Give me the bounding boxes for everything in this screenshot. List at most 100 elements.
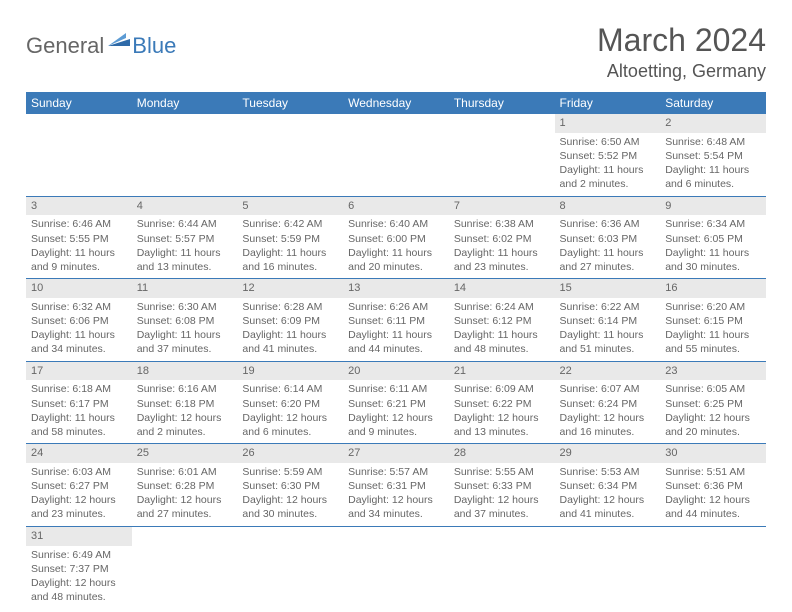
- daylight-text: Daylight: 11 hours and 34 minutes.: [31, 328, 127, 356]
- daylight-text: Daylight: 12 hours and 9 minutes.: [348, 411, 444, 439]
- day-number: [449, 114, 555, 133]
- sunset-text: Sunset: 6:14 PM: [560, 314, 656, 328]
- sunset-text: Sunset: 6:27 PM: [31, 479, 127, 493]
- brand-part2: Blue: [132, 33, 176, 59]
- calendar-day-cell: [132, 526, 238, 608]
- day-number: 27: [343, 444, 449, 463]
- daylight-text: Daylight: 11 hours and 6 minutes.: [665, 163, 761, 191]
- sunset-text: Sunset: 6:11 PM: [348, 314, 444, 328]
- calendar-day-cell: 13Sunrise: 6:26 AMSunset: 6:11 PMDayligh…: [343, 279, 449, 362]
- day-number: 25: [132, 444, 238, 463]
- location-label: Altoetting, Germany: [597, 61, 766, 82]
- day-number: [343, 527, 449, 546]
- sunset-text: Sunset: 6:22 PM: [454, 397, 550, 411]
- day-number: 19: [237, 362, 343, 381]
- daylight-text: Daylight: 12 hours and 27 minutes.: [137, 493, 233, 521]
- day-number: 26: [237, 444, 343, 463]
- day-details: Sunrise: 6:18 AMSunset: 6:17 PMDaylight:…: [26, 380, 132, 443]
- day-details: [343, 133, 449, 191]
- calendar-day-cell: [449, 114, 555, 196]
- day-number: 13: [343, 279, 449, 298]
- day-details: Sunrise: 6:30 AMSunset: 6:08 PMDaylight:…: [132, 298, 238, 361]
- day-details: Sunrise: 6:03 AMSunset: 6:27 PMDaylight:…: [26, 463, 132, 526]
- sunrise-text: Sunrise: 5:57 AM: [348, 465, 444, 479]
- calendar-day-cell: 3Sunrise: 6:46 AMSunset: 5:55 PMDaylight…: [26, 196, 132, 279]
- sunrise-text: Sunrise: 6:22 AM: [560, 300, 656, 314]
- sunset-text: Sunset: 6:03 PM: [560, 232, 656, 246]
- daylight-text: Daylight: 12 hours and 6 minutes.: [242, 411, 338, 439]
- day-details: Sunrise: 6:11 AMSunset: 6:21 PMDaylight:…: [343, 380, 449, 443]
- day-details: Sunrise: 6:26 AMSunset: 6:11 PMDaylight:…: [343, 298, 449, 361]
- day-number: [343, 114, 449, 133]
- day-details: Sunrise: 6:01 AMSunset: 6:28 PMDaylight:…: [132, 463, 238, 526]
- day-number: 20: [343, 362, 449, 381]
- sunset-text: Sunset: 6:25 PM: [665, 397, 761, 411]
- day-details: Sunrise: 6:42 AMSunset: 5:59 PMDaylight:…: [237, 215, 343, 278]
- weekday-header: Friday: [555, 92, 661, 114]
- calendar-day-cell: 2Sunrise: 6:48 AMSunset: 5:54 PMDaylight…: [660, 114, 766, 196]
- day-number: 3: [26, 197, 132, 216]
- day-number: [237, 527, 343, 546]
- sunset-text: Sunset: 5:57 PM: [137, 232, 233, 246]
- day-details: Sunrise: 6:20 AMSunset: 6:15 PMDaylight:…: [660, 298, 766, 361]
- daylight-text: Daylight: 12 hours and 34 minutes.: [348, 493, 444, 521]
- day-details: [237, 133, 343, 191]
- calendar-day-cell: 7Sunrise: 6:38 AMSunset: 6:02 PMDaylight…: [449, 196, 555, 279]
- sunset-text: Sunset: 6:15 PM: [665, 314, 761, 328]
- sunrise-text: Sunrise: 5:59 AM: [242, 465, 338, 479]
- calendar-day-cell: 28Sunrise: 5:55 AMSunset: 6:33 PMDayligh…: [449, 444, 555, 527]
- daylight-text: Daylight: 11 hours and 30 minutes.: [665, 246, 761, 274]
- page-header: General Blue March 2024 Altoetting, Germ…: [26, 22, 766, 82]
- daylight-text: Daylight: 12 hours and 16 minutes.: [560, 411, 656, 439]
- sunrise-text: Sunrise: 6:01 AM: [137, 465, 233, 479]
- daylight-text: Daylight: 11 hours and 16 minutes.: [242, 246, 338, 274]
- day-details: Sunrise: 6:05 AMSunset: 6:25 PMDaylight:…: [660, 380, 766, 443]
- calendar-day-cell: 17Sunrise: 6:18 AMSunset: 6:17 PMDayligh…: [26, 361, 132, 444]
- day-details: [555, 546, 661, 604]
- day-number: 11: [132, 279, 238, 298]
- calendar-day-cell: 29Sunrise: 5:53 AMSunset: 6:34 PMDayligh…: [555, 444, 661, 527]
- calendar-day-cell: 23Sunrise: 6:05 AMSunset: 6:25 PMDayligh…: [660, 361, 766, 444]
- day-number: 5: [237, 197, 343, 216]
- calendar-day-cell: 31Sunrise: 6:49 AMSunset: 7:37 PMDayligh…: [26, 526, 132, 608]
- calendar-day-cell: [449, 526, 555, 608]
- day-number: 24: [26, 444, 132, 463]
- daylight-text: Daylight: 11 hours and 9 minutes.: [31, 246, 127, 274]
- sunrise-text: Sunrise: 6:36 AM: [560, 217, 656, 231]
- sunset-text: Sunset: 6:20 PM: [242, 397, 338, 411]
- day-details: [132, 546, 238, 604]
- day-number: 16: [660, 279, 766, 298]
- day-details: [449, 546, 555, 604]
- sunset-text: Sunset: 5:55 PM: [31, 232, 127, 246]
- day-number: 2: [660, 114, 766, 133]
- daylight-text: Daylight: 12 hours and 23 minutes.: [31, 493, 127, 521]
- day-number: [660, 527, 766, 546]
- calendar-day-cell: 19Sunrise: 6:14 AMSunset: 6:20 PMDayligh…: [237, 361, 343, 444]
- brand-part1: General: [26, 33, 104, 59]
- day-number: [449, 527, 555, 546]
- calendar-day-cell: 21Sunrise: 6:09 AMSunset: 6:22 PMDayligh…: [449, 361, 555, 444]
- calendar-day-cell: 12Sunrise: 6:28 AMSunset: 6:09 PMDayligh…: [237, 279, 343, 362]
- day-details: Sunrise: 6:24 AMSunset: 6:12 PMDaylight:…: [449, 298, 555, 361]
- daylight-text: Daylight: 12 hours and 48 minutes.: [31, 576, 127, 604]
- day-details: Sunrise: 6:22 AMSunset: 6:14 PMDaylight:…: [555, 298, 661, 361]
- calendar-week-row: 1Sunrise: 6:50 AMSunset: 5:52 PMDaylight…: [26, 114, 766, 196]
- day-details: [26, 133, 132, 191]
- sunrise-text: Sunrise: 5:55 AM: [454, 465, 550, 479]
- calendar-day-cell: 6Sunrise: 6:40 AMSunset: 6:00 PMDaylight…: [343, 196, 449, 279]
- daylight-text: Daylight: 12 hours and 13 minutes.: [454, 411, 550, 439]
- day-number: [132, 527, 238, 546]
- sunrise-text: Sunrise: 6:28 AM: [242, 300, 338, 314]
- sunrise-text: Sunrise: 6:05 AM: [665, 382, 761, 396]
- day-number: 8: [555, 197, 661, 216]
- sunrise-text: Sunrise: 6:30 AM: [137, 300, 233, 314]
- day-number: 21: [449, 362, 555, 381]
- calendar-day-cell: [555, 526, 661, 608]
- daylight-text: Daylight: 11 hours and 48 minutes.: [454, 328, 550, 356]
- daylight-text: Daylight: 11 hours and 41 minutes.: [242, 328, 338, 356]
- calendar-day-cell: 15Sunrise: 6:22 AMSunset: 6:14 PMDayligh…: [555, 279, 661, 362]
- day-details: [449, 133, 555, 191]
- day-number: 31: [26, 527, 132, 546]
- day-details: Sunrise: 6:44 AMSunset: 5:57 PMDaylight:…: [132, 215, 238, 278]
- sunset-text: Sunset: 6:31 PM: [348, 479, 444, 493]
